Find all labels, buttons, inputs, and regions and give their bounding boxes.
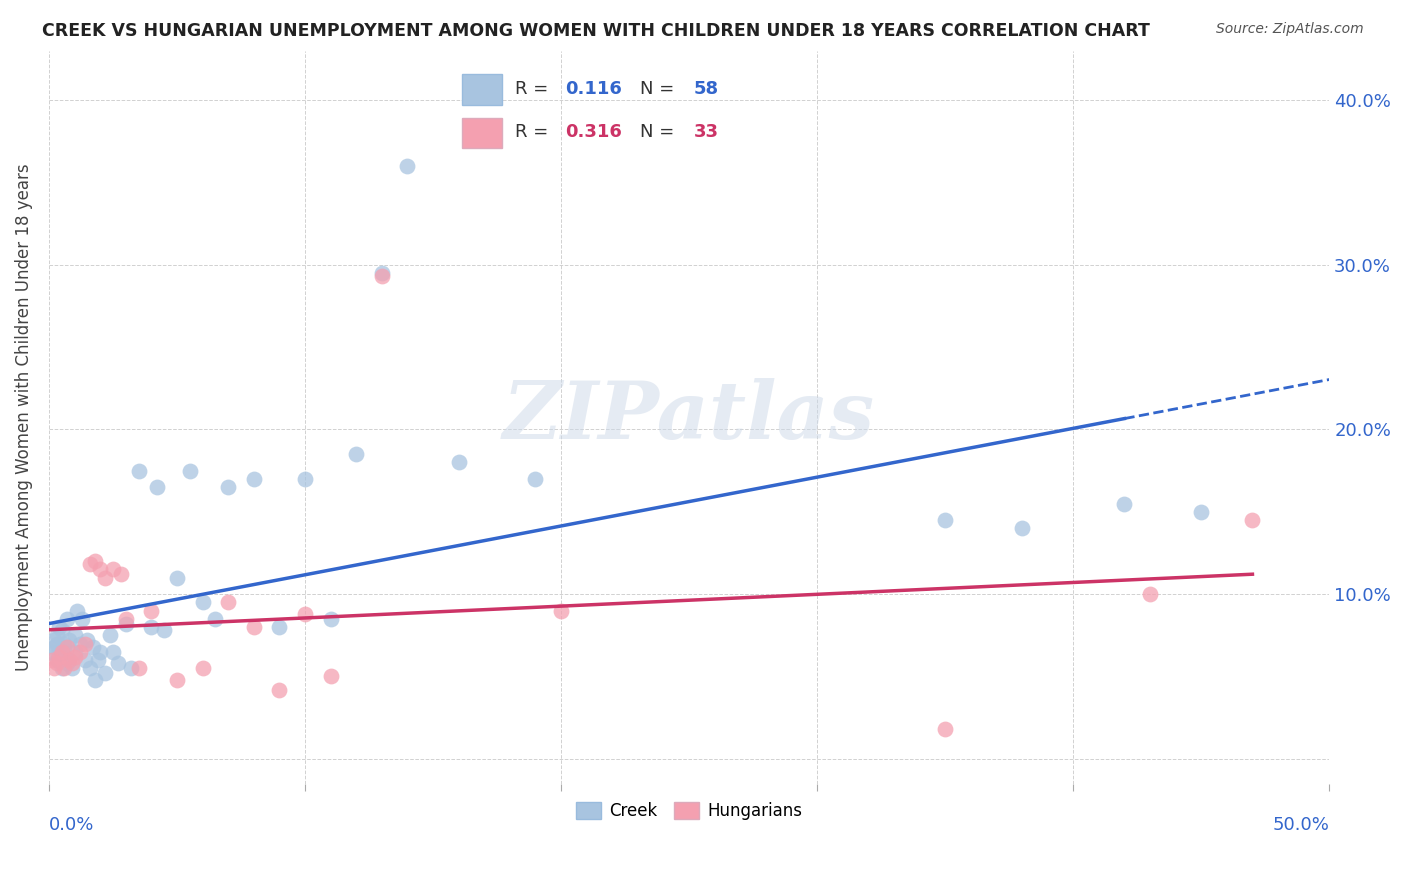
Point	[60, 661, 83, 675]
Point	[1139, 587, 1161, 601]
Point	[191, 661, 214, 675]
Point	[217, 595, 239, 609]
Point	[128, 661, 150, 675]
Point	[89, 645, 111, 659]
Point	[73, 636, 96, 650]
Point	[294, 472, 316, 486]
Text: CREEK VS HUNGARIAN UNEMPLOYMENT AMONG WOMEN WITH CHILDREN UNDER 18 YEARS CORRELA: CREEK VS HUNGARIAN UNEMPLOYMENT AMONG WO…	[42, 22, 1150, 40]
Point	[204, 612, 226, 626]
Point	[45, 636, 67, 650]
Point	[41, 645, 63, 659]
Point	[344, 447, 367, 461]
Text: 0.0%: 0.0%	[49, 816, 94, 835]
Point	[58, 633, 80, 648]
Point	[1011, 521, 1033, 535]
Point	[63, 645, 86, 659]
Point	[63, 649, 86, 664]
Point	[217, 480, 239, 494]
Point	[53, 640, 76, 654]
Point	[319, 669, 342, 683]
Text: 50.0%: 50.0%	[1272, 816, 1329, 835]
Point	[107, 657, 129, 671]
Point	[58, 653, 80, 667]
Point	[56, 657, 79, 671]
Point	[371, 266, 394, 280]
Point	[371, 269, 394, 284]
Point	[56, 640, 79, 654]
Point	[86, 653, 108, 667]
Point	[94, 666, 117, 681]
Point	[45, 657, 67, 671]
Point	[42, 640, 65, 654]
Point	[60, 657, 83, 671]
Point	[166, 673, 188, 687]
Point	[114, 616, 136, 631]
Point	[110, 567, 132, 582]
Point	[447, 455, 470, 469]
Point	[934, 513, 956, 527]
Point	[243, 620, 266, 634]
Point	[1241, 513, 1264, 527]
Point	[1189, 505, 1212, 519]
Y-axis label: Unemployment Among Women with Children Under 18 years: Unemployment Among Women with Children U…	[15, 163, 32, 671]
Point	[114, 612, 136, 626]
Point	[550, 604, 572, 618]
Point	[69, 636, 91, 650]
Point	[100, 628, 122, 642]
Point	[84, 554, 107, 568]
Text: ZIPatlas: ZIPatlas	[503, 378, 875, 456]
Point	[191, 595, 214, 609]
Point	[56, 612, 79, 626]
Point	[48, 649, 70, 664]
Point	[53, 636, 76, 650]
Point	[42, 633, 65, 648]
Point	[128, 464, 150, 478]
Point	[120, 661, 142, 675]
Point	[66, 604, 89, 618]
Point	[94, 571, 117, 585]
Point	[145, 480, 167, 494]
Point	[89, 562, 111, 576]
Point	[63, 628, 86, 642]
Point	[934, 722, 956, 736]
Point	[84, 673, 107, 687]
Point	[101, 562, 124, 576]
Point	[51, 649, 73, 664]
Point	[79, 558, 101, 572]
Point	[53, 661, 76, 675]
Point	[42, 661, 65, 675]
Point	[58, 653, 80, 667]
Point	[166, 571, 188, 585]
Point	[82, 640, 104, 654]
Point	[319, 612, 342, 626]
Point	[51, 624, 73, 638]
Point	[51, 661, 73, 675]
Point	[72, 612, 94, 626]
Point	[179, 464, 201, 478]
Point	[73, 653, 96, 667]
Point	[79, 661, 101, 675]
Point	[141, 620, 163, 634]
Point	[45, 628, 67, 642]
Point	[76, 633, 98, 648]
Text: Source: ZipAtlas.com: Source: ZipAtlas.com	[1216, 22, 1364, 37]
Point	[396, 159, 419, 173]
Point	[153, 624, 176, 638]
Point	[48, 645, 70, 659]
Point	[45, 653, 67, 667]
Point	[269, 682, 291, 697]
Point	[524, 472, 547, 486]
Point	[48, 620, 70, 634]
Point	[269, 620, 291, 634]
Legend: Creek, Hungarians: Creek, Hungarians	[569, 795, 808, 827]
Point	[69, 645, 91, 659]
Point	[51, 645, 73, 659]
Point	[41, 653, 63, 667]
Point	[243, 472, 266, 486]
Point	[101, 645, 124, 659]
Point	[141, 604, 163, 618]
Point	[1114, 497, 1136, 511]
Point	[294, 607, 316, 621]
